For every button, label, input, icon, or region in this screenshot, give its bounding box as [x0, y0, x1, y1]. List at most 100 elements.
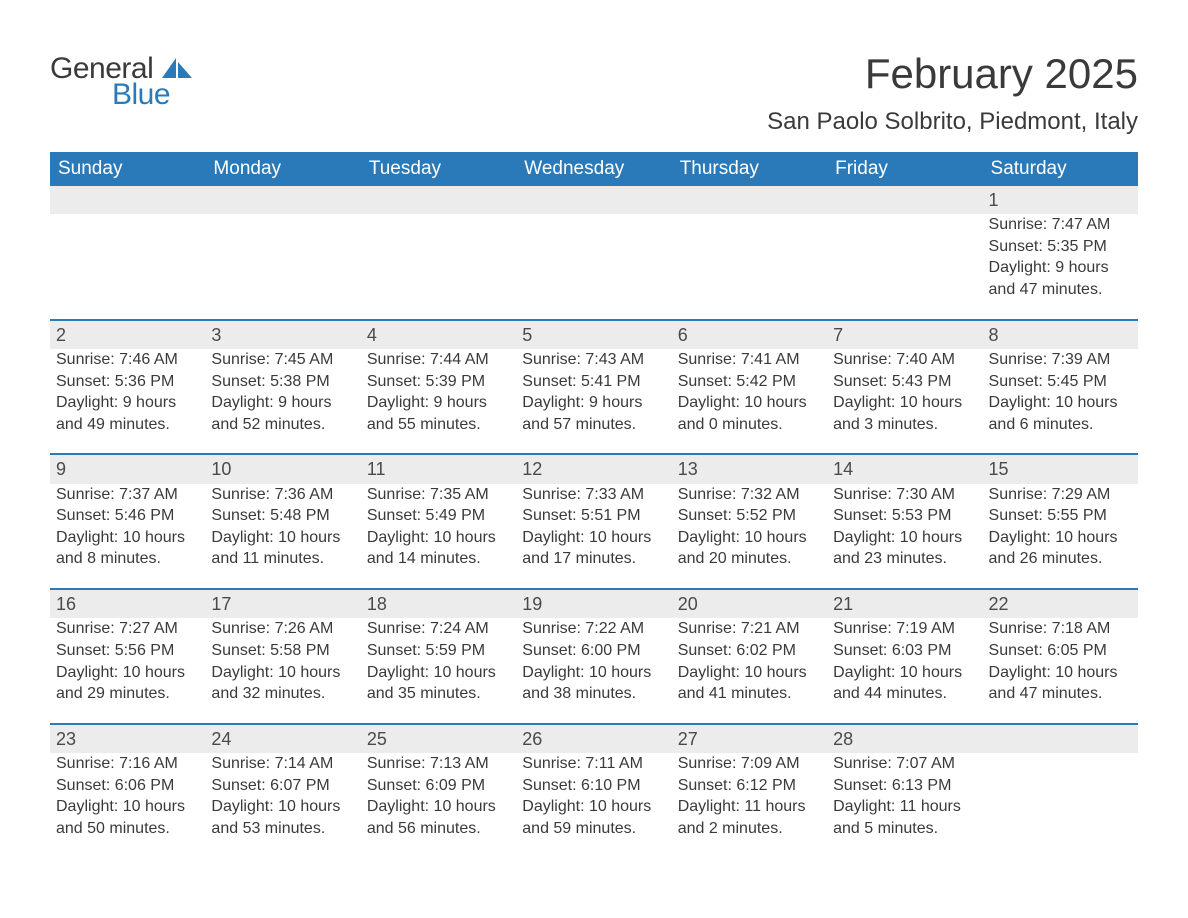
sunset-text: Sunset: 5:48 PM — [211, 505, 354, 527]
day-number: 24 — [205, 724, 360, 753]
location: San Paolo Solbrito, Piedmont, Italy — [767, 108, 1138, 136]
sunset-text: Sunset: 5:45 PM — [989, 371, 1132, 393]
day-detail-row: Sunrise: 7:37 AMSunset: 5:46 PMDaylight:… — [50, 484, 1138, 589]
day-number: 3 — [205, 320, 360, 349]
sunrise-text: Sunrise: 7:11 AM — [522, 753, 665, 775]
sunset-text: Sunset: 6:06 PM — [56, 775, 199, 797]
day-number — [205, 186, 360, 214]
day-cell — [672, 214, 827, 319]
sunrise-text: Sunrise: 7:45 AM — [211, 349, 354, 371]
day-cell: Sunrise: 7:32 AMSunset: 5:52 PMDaylight:… — [672, 484, 827, 589]
day-header: Friday — [827, 152, 982, 186]
sunset-text: Sunset: 5:59 PM — [367, 640, 510, 662]
day-cell: Sunrise: 7:13 AMSunset: 6:09 PMDaylight:… — [361, 753, 516, 857]
sunset-text: Sunset: 5:36 PM — [56, 371, 199, 393]
day-cell — [516, 214, 671, 319]
day-number: 26 — [516, 724, 671, 753]
day-number: 13 — [672, 454, 827, 483]
day-cell: Sunrise: 7:46 AMSunset: 5:36 PMDaylight:… — [50, 349, 205, 454]
day-number: 2 — [50, 320, 205, 349]
sunrise-text: Sunrise: 7:40 AM — [833, 349, 976, 371]
month-title: February 2025 — [767, 50, 1138, 98]
day1-text: Daylight: 10 hours — [522, 527, 665, 549]
day-detail-row: Sunrise: 7:16 AMSunset: 6:06 PMDaylight:… — [50, 753, 1138, 857]
sunrise-text: Sunrise: 7:24 AM — [367, 618, 510, 640]
day-detail-row: Sunrise: 7:27 AMSunset: 5:56 PMDaylight:… — [50, 618, 1138, 723]
sunrise-text: Sunrise: 7:46 AM — [56, 349, 199, 371]
sunset-text: Sunset: 6:10 PM — [522, 775, 665, 797]
day2-text: and 56 minutes. — [367, 818, 510, 840]
day1-text: Daylight: 10 hours — [678, 392, 821, 414]
day-number — [672, 186, 827, 214]
day1-text: Daylight: 10 hours — [522, 662, 665, 684]
day1-text: Daylight: 11 hours — [833, 796, 976, 818]
day-number: 4 — [361, 320, 516, 349]
day-cell — [827, 214, 982, 319]
day-number: 9 — [50, 454, 205, 483]
day-cell: Sunrise: 7:37 AMSunset: 5:46 PMDaylight:… — [50, 484, 205, 589]
sunrise-text: Sunrise: 7:44 AM — [367, 349, 510, 371]
day1-text: Daylight: 10 hours — [833, 392, 976, 414]
day-header: Saturday — [983, 152, 1138, 186]
day-number: 15 — [983, 454, 1138, 483]
sunset-text: Sunset: 6:03 PM — [833, 640, 976, 662]
sunset-text: Sunset: 6:13 PM — [833, 775, 976, 797]
day-cell: Sunrise: 7:14 AMSunset: 6:07 PMDaylight:… — [205, 753, 360, 857]
day2-text: and 5 minutes. — [833, 818, 976, 840]
day-number — [50, 186, 205, 214]
sunset-text: Sunset: 5:42 PM — [678, 371, 821, 393]
day-number-row: 2345678 — [50, 320, 1138, 349]
day1-text: Daylight: 10 hours — [211, 662, 354, 684]
day1-text: Daylight: 10 hours — [678, 662, 821, 684]
day1-text: Daylight: 10 hours — [989, 662, 1132, 684]
sunset-text: Sunset: 5:43 PM — [833, 371, 976, 393]
day-cell: Sunrise: 7:33 AMSunset: 5:51 PMDaylight:… — [516, 484, 671, 589]
day-header-row: Sunday Monday Tuesday Wednesday Thursday… — [50, 152, 1138, 186]
day-cell — [205, 214, 360, 319]
logo: General Blue — [50, 50, 192, 112]
day-cell: Sunrise: 7:30 AMSunset: 5:53 PMDaylight:… — [827, 484, 982, 589]
sunrise-text: Sunrise: 7:43 AM — [522, 349, 665, 371]
day1-text: Daylight: 11 hours — [678, 796, 821, 818]
day-cell — [50, 214, 205, 319]
day-cell: Sunrise: 7:18 AMSunset: 6:05 PMDaylight:… — [983, 618, 1138, 723]
day-cell: Sunrise: 7:41 AMSunset: 5:42 PMDaylight:… — [672, 349, 827, 454]
day-cell: Sunrise: 7:16 AMSunset: 6:06 PMDaylight:… — [50, 753, 205, 857]
sunrise-text: Sunrise: 7:36 AM — [211, 484, 354, 506]
day1-text: Daylight: 10 hours — [522, 796, 665, 818]
day-number: 1 — [983, 186, 1138, 214]
sunrise-text: Sunrise: 7:09 AM — [678, 753, 821, 775]
day1-text: Daylight: 9 hours — [522, 392, 665, 414]
day1-text: Daylight: 10 hours — [211, 527, 354, 549]
sunrise-text: Sunrise: 7:33 AM — [522, 484, 665, 506]
day-cell: Sunrise: 7:27 AMSunset: 5:56 PMDaylight:… — [50, 618, 205, 723]
sunset-text: Sunset: 5:53 PM — [833, 505, 976, 527]
sunset-text: Sunset: 5:55 PM — [989, 505, 1132, 527]
day-header: Thursday — [672, 152, 827, 186]
day1-text: Daylight: 10 hours — [211, 796, 354, 818]
day1-text: Daylight: 10 hours — [367, 527, 510, 549]
day2-text: and 47 minutes. — [989, 683, 1132, 705]
day-number: 8 — [983, 320, 1138, 349]
day-cell: Sunrise: 7:36 AMSunset: 5:48 PMDaylight:… — [205, 484, 360, 589]
day-number-row: 1 — [50, 186, 1138, 214]
sunset-text: Sunset: 5:58 PM — [211, 640, 354, 662]
day2-text: and 35 minutes. — [367, 683, 510, 705]
day2-text: and 44 minutes. — [833, 683, 976, 705]
day-number: 6 — [672, 320, 827, 349]
sunset-text: Sunset: 6:02 PM — [678, 640, 821, 662]
day-cell: Sunrise: 7:35 AMSunset: 5:49 PMDaylight:… — [361, 484, 516, 589]
day1-text: Daylight: 9 hours — [56, 392, 199, 414]
day-number-row: 9101112131415 — [50, 454, 1138, 483]
sunrise-text: Sunrise: 7:14 AM — [211, 753, 354, 775]
day2-text: and 53 minutes. — [211, 818, 354, 840]
day-number: 25 — [361, 724, 516, 753]
sunrise-text: Sunrise: 7:35 AM — [367, 484, 510, 506]
sunset-text: Sunset: 5:52 PM — [678, 505, 821, 527]
day2-text: and 29 minutes. — [56, 683, 199, 705]
day-cell: Sunrise: 7:45 AMSunset: 5:38 PMDaylight:… — [205, 349, 360, 454]
sunrise-text: Sunrise: 7:13 AM — [367, 753, 510, 775]
day-number: 17 — [205, 589, 360, 618]
sunset-text: Sunset: 5:51 PM — [522, 505, 665, 527]
day-cell: Sunrise: 7:09 AMSunset: 6:12 PMDaylight:… — [672, 753, 827, 857]
